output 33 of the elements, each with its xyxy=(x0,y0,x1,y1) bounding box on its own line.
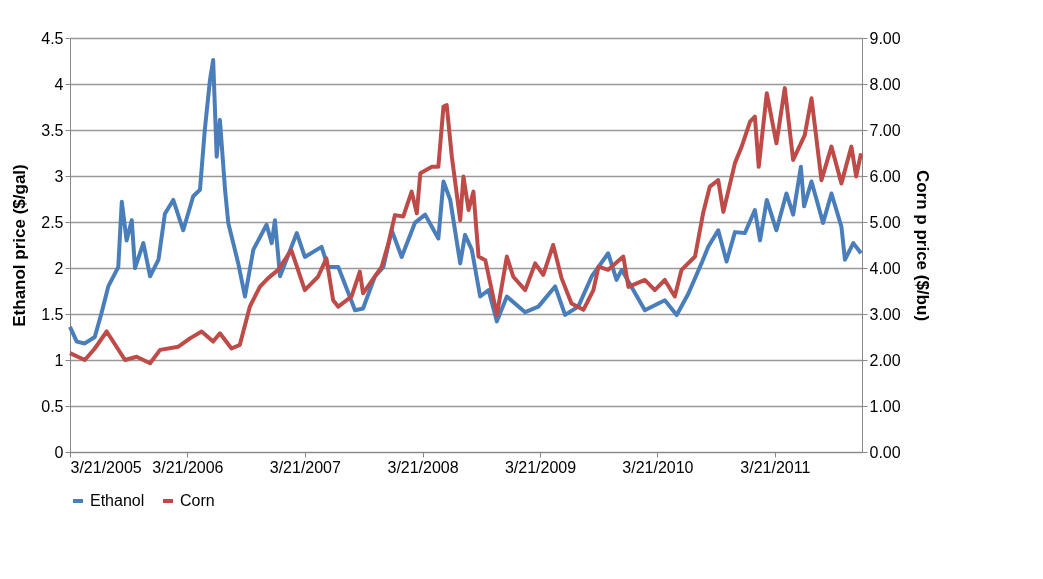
y-tick-label: 4.5 xyxy=(41,29,64,47)
y-tick-label: 3 xyxy=(54,167,64,185)
legend-label: Ethanol xyxy=(90,492,145,509)
y-tick-label: 2 xyxy=(54,259,64,277)
y2-tick-label: 1.00 xyxy=(869,397,901,415)
y2-tick-label: 2.00 xyxy=(869,351,901,369)
y-tick-label: 1.5 xyxy=(41,305,64,323)
y2-tick-label: 3.00 xyxy=(869,305,901,323)
y2-tick-label: 8.00 xyxy=(869,75,901,93)
line-series xyxy=(68,58,864,346)
x-tick-label: 3/21/2011 xyxy=(740,458,811,476)
x-tick-label: 3/21/2008 xyxy=(387,458,459,476)
y-tick-label: 4 xyxy=(54,75,64,93)
y2-tick-label: 9.00 xyxy=(869,29,901,47)
x-tick-label: 3/21/2006 xyxy=(152,458,224,476)
y-axis-title: Ethanol price ($/gal) xyxy=(10,164,30,327)
x-tick-label: 3/21/2009 xyxy=(504,458,577,476)
y2-axis-title: Corn p price ($/bu) xyxy=(912,169,932,322)
y2-tick-label: 4.00 xyxy=(869,259,901,277)
y2-tick-label: 7.00 xyxy=(869,121,901,139)
y-tick-label: 0 xyxy=(54,443,64,461)
y2-tick-label: 6.00 xyxy=(869,167,901,185)
x-tick-label: 3/21/2007 xyxy=(269,458,342,476)
y2-tick-label: 5.00 xyxy=(869,213,901,231)
x-tick-label: 3/21/2005 xyxy=(70,458,142,476)
x-tick-label: 3/21/2010 xyxy=(622,458,694,476)
legend-label: Corn xyxy=(180,492,215,509)
y-tick-label: 3.5 xyxy=(41,121,64,139)
line-series xyxy=(68,86,864,366)
y-tick-label: 2.5 xyxy=(41,213,64,231)
y-tick-label: 1 xyxy=(54,351,64,369)
y-tick-label: 0.5 xyxy=(41,397,64,415)
y2-tick-label: 0.00 xyxy=(869,443,901,461)
